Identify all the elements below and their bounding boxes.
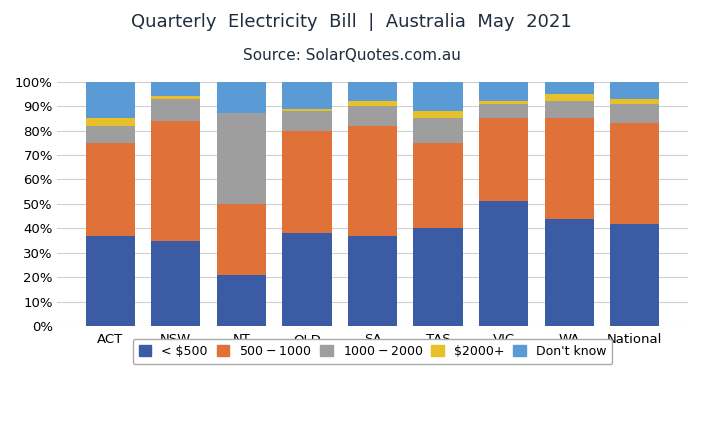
Bar [348, 236, 397, 326]
Bar [151, 121, 200, 241]
Bar [151, 241, 200, 326]
Bar [283, 81, 332, 109]
Bar [610, 224, 659, 326]
Bar [545, 81, 594, 94]
Bar [610, 99, 659, 103]
Bar [545, 219, 594, 326]
Bar [217, 114, 266, 204]
Bar [283, 233, 332, 326]
Bar [348, 106, 397, 126]
Text: Source: SolarQuotes.com.au: Source: SolarQuotes.com.au [243, 48, 460, 63]
Bar [479, 101, 528, 103]
Bar [479, 118, 528, 202]
Bar [348, 101, 397, 106]
Bar [610, 123, 659, 224]
Bar [151, 99, 200, 121]
Bar [86, 143, 135, 236]
Bar [86, 118, 135, 126]
Bar [479, 202, 528, 326]
Bar [283, 109, 332, 111]
Bar [413, 118, 463, 143]
Text: Quarterly  Electricity  Bill  |  Australia  May  2021: Quarterly Electricity Bill | Australia M… [131, 13, 572, 31]
Bar [283, 131, 332, 233]
Bar [610, 81, 659, 99]
Bar [479, 103, 528, 118]
Bar [348, 126, 397, 236]
Bar [86, 81, 135, 118]
Bar [217, 275, 266, 326]
Bar [413, 143, 463, 228]
Bar [151, 96, 200, 99]
Bar [348, 81, 397, 101]
Bar [217, 204, 266, 275]
Bar [545, 118, 594, 219]
Bar [479, 81, 528, 101]
Bar [151, 81, 200, 96]
Bar [86, 126, 135, 143]
Bar [545, 101, 594, 118]
Bar [413, 228, 463, 326]
Bar [413, 111, 463, 118]
Bar [86, 236, 135, 326]
Legend: < $500, $500 - $1000, $1000- $2000, $2000+, Don't know: < $500, $500 - $1000, $1000- $2000, $200… [133, 338, 612, 364]
Bar [413, 81, 463, 111]
Bar [545, 94, 594, 101]
Bar [217, 81, 266, 114]
Bar [610, 103, 659, 123]
Bar [283, 111, 332, 131]
